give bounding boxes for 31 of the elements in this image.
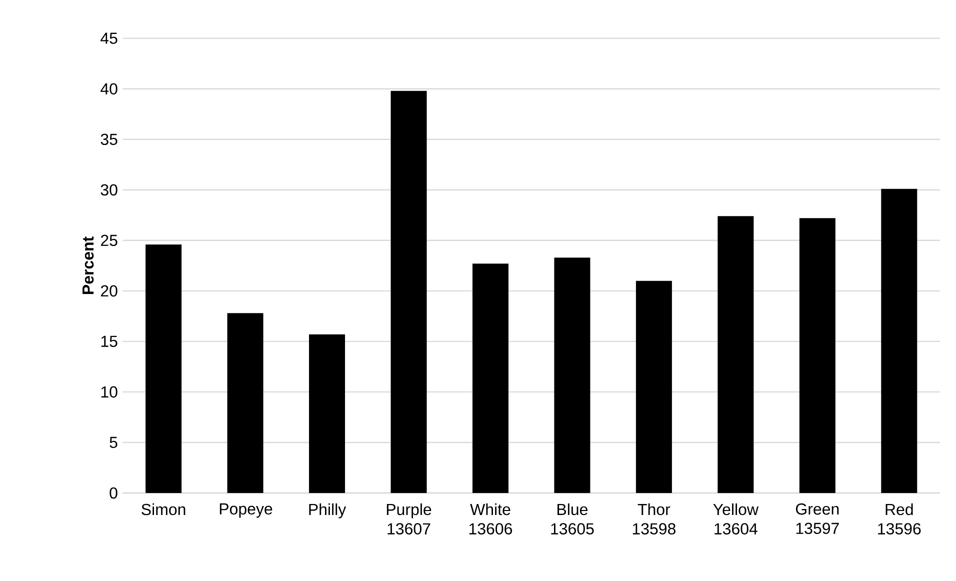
x-tick-label: Thor 13598 [632, 503, 676, 534]
y-tick-label: 40 [100, 83, 118, 94]
x-tick-label: Blue 13605 [551, 503, 594, 534]
x-tick-label: Red 13596 [878, 503, 921, 534]
bar [636, 280, 672, 493]
bar [799, 218, 836, 493]
x-tick-label: Yellow 13604 [713, 503, 759, 534]
y-tick-label: 10 [101, 386, 118, 398]
bar [227, 313, 264, 493]
y-tick-label: 30 [100, 184, 118, 196]
x-tick-label: Purple 13607 [386, 503, 432, 534]
bar [554, 258, 590, 493]
x-tick-label: Green 13597 [796, 503, 839, 534]
y-axis-title: Percent [82, 236, 94, 294]
bar [146, 244, 182, 493]
x-tick-label: Popeye [220, 503, 272, 518]
bar [881, 188, 918, 493]
y-tick-label: 0 [110, 487, 118, 499]
y-tick-label: 5 [110, 436, 118, 448]
y-tick-label: 45 [100, 32, 118, 44]
x-tick-label: White 13606 [469, 503, 512, 534]
x-tick-label: Simon [142, 503, 186, 516]
bar [309, 334, 346, 493]
bar [472, 264, 508, 493]
y-tick-label: 20 [100, 285, 118, 297]
bar [390, 90, 427, 493]
y-tick-label: 15 [101, 336, 118, 348]
y-tick-label: 25 [100, 234, 118, 246]
y-tick-label: 35 [100, 134, 118, 146]
bar [718, 216, 754, 493]
x-tick-label: Philly [309, 503, 346, 518]
